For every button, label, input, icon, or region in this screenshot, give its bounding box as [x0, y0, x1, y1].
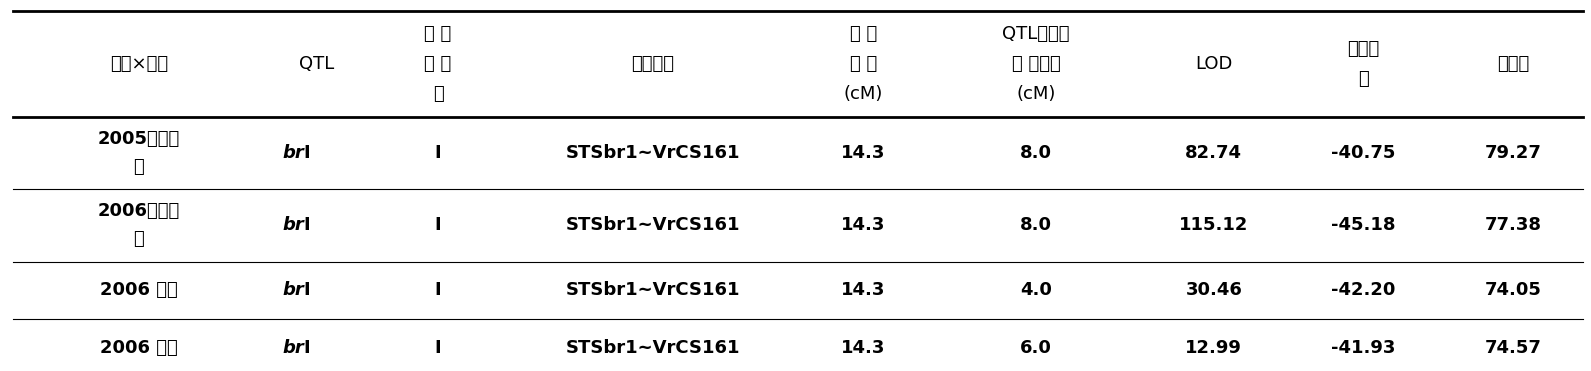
Text: 8.0: 8.0 [1020, 216, 1052, 234]
Text: 77.38: 77.38 [1484, 216, 1542, 234]
Text: I: I [304, 339, 310, 357]
Text: 6.0: 6.0 [1020, 339, 1052, 357]
Text: 长 度: 长 度 [850, 55, 877, 73]
Text: QTL峰离左: QTL峰离左 [1002, 24, 1071, 43]
Text: 年份×地点: 年份×地点 [110, 55, 169, 73]
Text: 82.74: 82.74 [1185, 144, 1243, 162]
Text: 79.27: 79.27 [1484, 144, 1542, 162]
Text: 亚: 亚 [134, 230, 145, 248]
Text: 8.0: 8.0 [1020, 144, 1052, 162]
Text: 12.99: 12.99 [1185, 339, 1243, 357]
Text: QTL: QTL [299, 55, 334, 73]
Text: br: br [282, 281, 304, 299]
Text: (cM): (cM) [1017, 85, 1056, 104]
Text: 14.3: 14.3 [842, 339, 886, 357]
Text: -45.18: -45.18 [1332, 216, 1395, 234]
Text: STSbr1~VrCS161: STSbr1~VrCS161 [566, 281, 740, 299]
Text: 2006澳大利: 2006澳大利 [97, 203, 180, 220]
Text: -42.20: -42.20 [1332, 281, 1395, 299]
Text: LOD: LOD [1195, 55, 1233, 73]
Text: 14.3: 14.3 [842, 144, 886, 162]
Text: -41.93: -41.93 [1332, 339, 1395, 357]
Text: 连 锁: 连 锁 [425, 55, 452, 73]
Text: 应: 应 [1359, 70, 1368, 88]
Text: 所 在: 所 在 [425, 24, 452, 43]
Text: br: br [282, 144, 304, 162]
Text: (cM): (cM) [843, 85, 883, 104]
Text: STSbr1~VrCS161: STSbr1~VrCS161 [566, 216, 740, 234]
Text: I: I [304, 216, 310, 234]
Text: 2006 南京: 2006 南京 [100, 339, 178, 357]
Text: I: I [304, 144, 310, 162]
Text: I: I [434, 144, 441, 162]
Text: 亚: 亚 [134, 158, 145, 176]
Text: 74.05: 74.05 [1484, 281, 1542, 299]
Text: I: I [304, 281, 310, 299]
Text: 14.3: 14.3 [842, 281, 886, 299]
Text: 14.3: 14.3 [842, 216, 886, 234]
Text: 区间标记: 区间标记 [632, 55, 675, 73]
Text: 4.0: 4.0 [1020, 281, 1052, 299]
Text: 115.12: 115.12 [1179, 216, 1249, 234]
Text: 30.46: 30.46 [1185, 281, 1243, 299]
Text: -40.75: -40.75 [1332, 144, 1395, 162]
Text: 区 间: 区 间 [850, 24, 877, 43]
Text: 标 记距离: 标 记距离 [1012, 55, 1061, 73]
Text: I: I [434, 339, 441, 357]
Text: 贡献率: 贡献率 [1497, 55, 1529, 73]
Text: 74.57: 74.57 [1484, 339, 1542, 357]
Text: br: br [282, 339, 304, 357]
Text: I: I [434, 281, 441, 299]
Text: 加性效: 加性效 [1348, 40, 1379, 58]
Text: I: I [434, 216, 441, 234]
Text: STSbr1~VrCS161: STSbr1~VrCS161 [566, 339, 740, 357]
Text: 群: 群 [433, 85, 444, 104]
Text: 2005澳大利: 2005澳大利 [97, 130, 180, 148]
Text: br: br [282, 216, 304, 234]
Text: STSbr1~VrCS161: STSbr1~VrCS161 [566, 144, 740, 162]
Text: 2006 北京: 2006 北京 [100, 281, 178, 299]
